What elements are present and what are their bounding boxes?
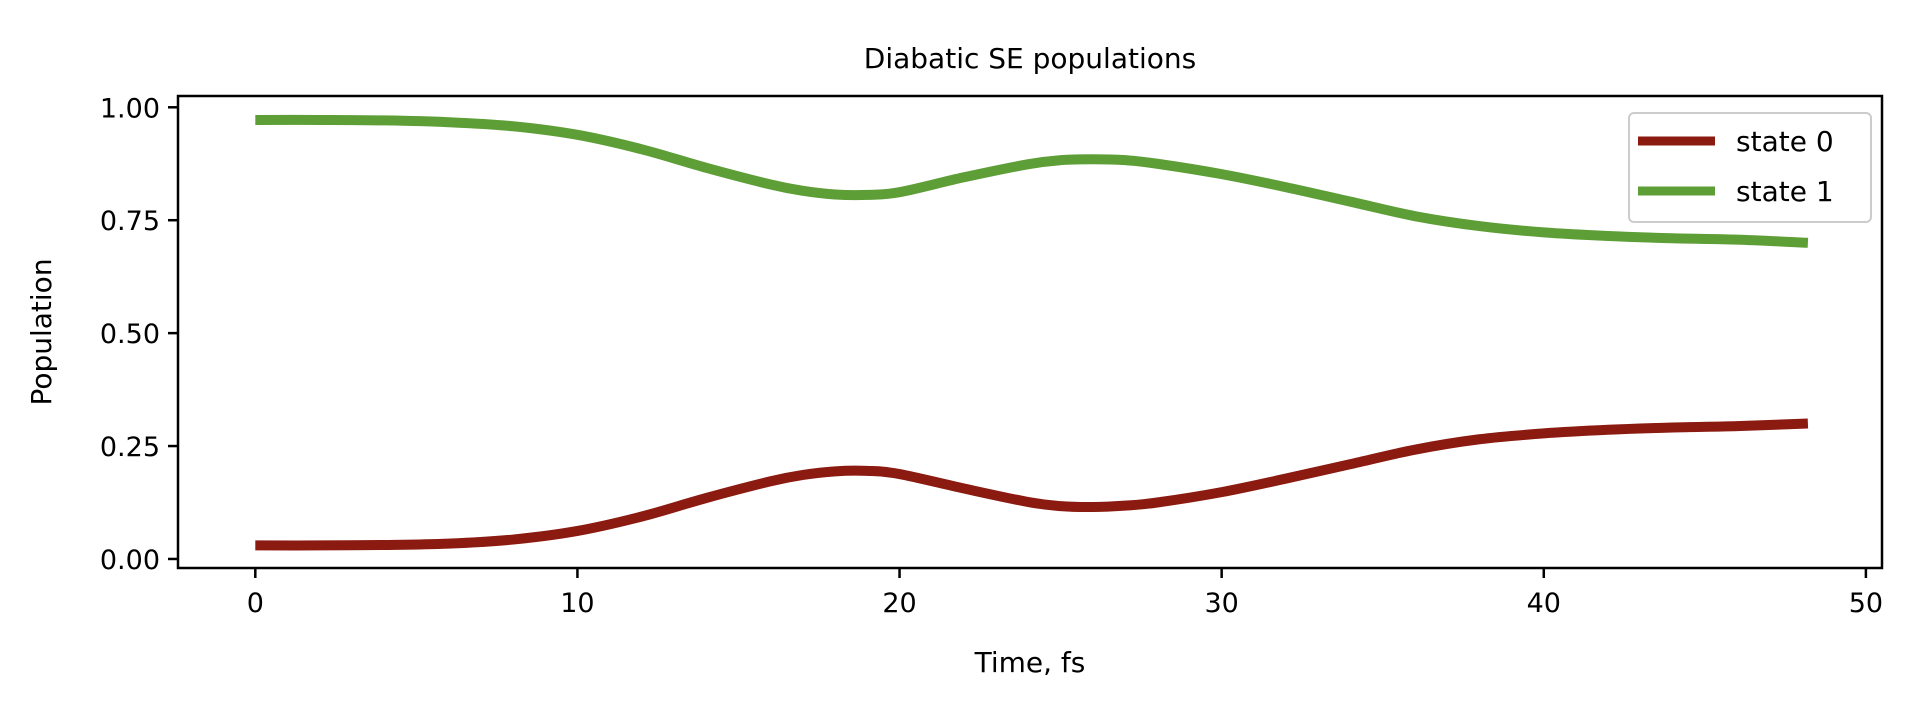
x-axis-title: Time, fs <box>974 646 1086 679</box>
series-line-state-0 <box>255 418 1809 551</box>
x-tick-label: 0 <box>247 588 264 619</box>
x-tick-label: 20 <box>882 588 916 619</box>
legend: state 0 state 1 <box>1628 112 1872 223</box>
x-tick-label: 40 <box>1527 588 1561 619</box>
x-axis: 0 10 20 30 40 50 <box>247 568 1883 619</box>
chart-title: Diabatic SE populations <box>864 42 1196 75</box>
y-axis: 0.00 0.25 0.50 0.75 1.00 <box>100 93 178 576</box>
y-tick-label: 0.25 <box>100 432 160 463</box>
x-tick-label: 30 <box>1204 588 1238 619</box>
y-tick-label: 0.00 <box>100 545 160 576</box>
y-tick-label: 0.50 <box>100 319 160 350</box>
x-tick-label: 50 <box>1849 588 1883 619</box>
x-tick-label: 10 <box>560 588 594 619</box>
legend-label-state-0: state 0 <box>1736 125 1834 158</box>
y-tick-label: 1.00 <box>100 93 160 124</box>
legend-label-state-1: state 1 <box>1736 175 1834 208</box>
series-layer <box>255 114 1809 551</box>
y-axis-title: Population <box>25 258 58 405</box>
series-line-state-1 <box>255 114 1809 248</box>
y-tick-label: 0.75 <box>100 206 160 237</box>
